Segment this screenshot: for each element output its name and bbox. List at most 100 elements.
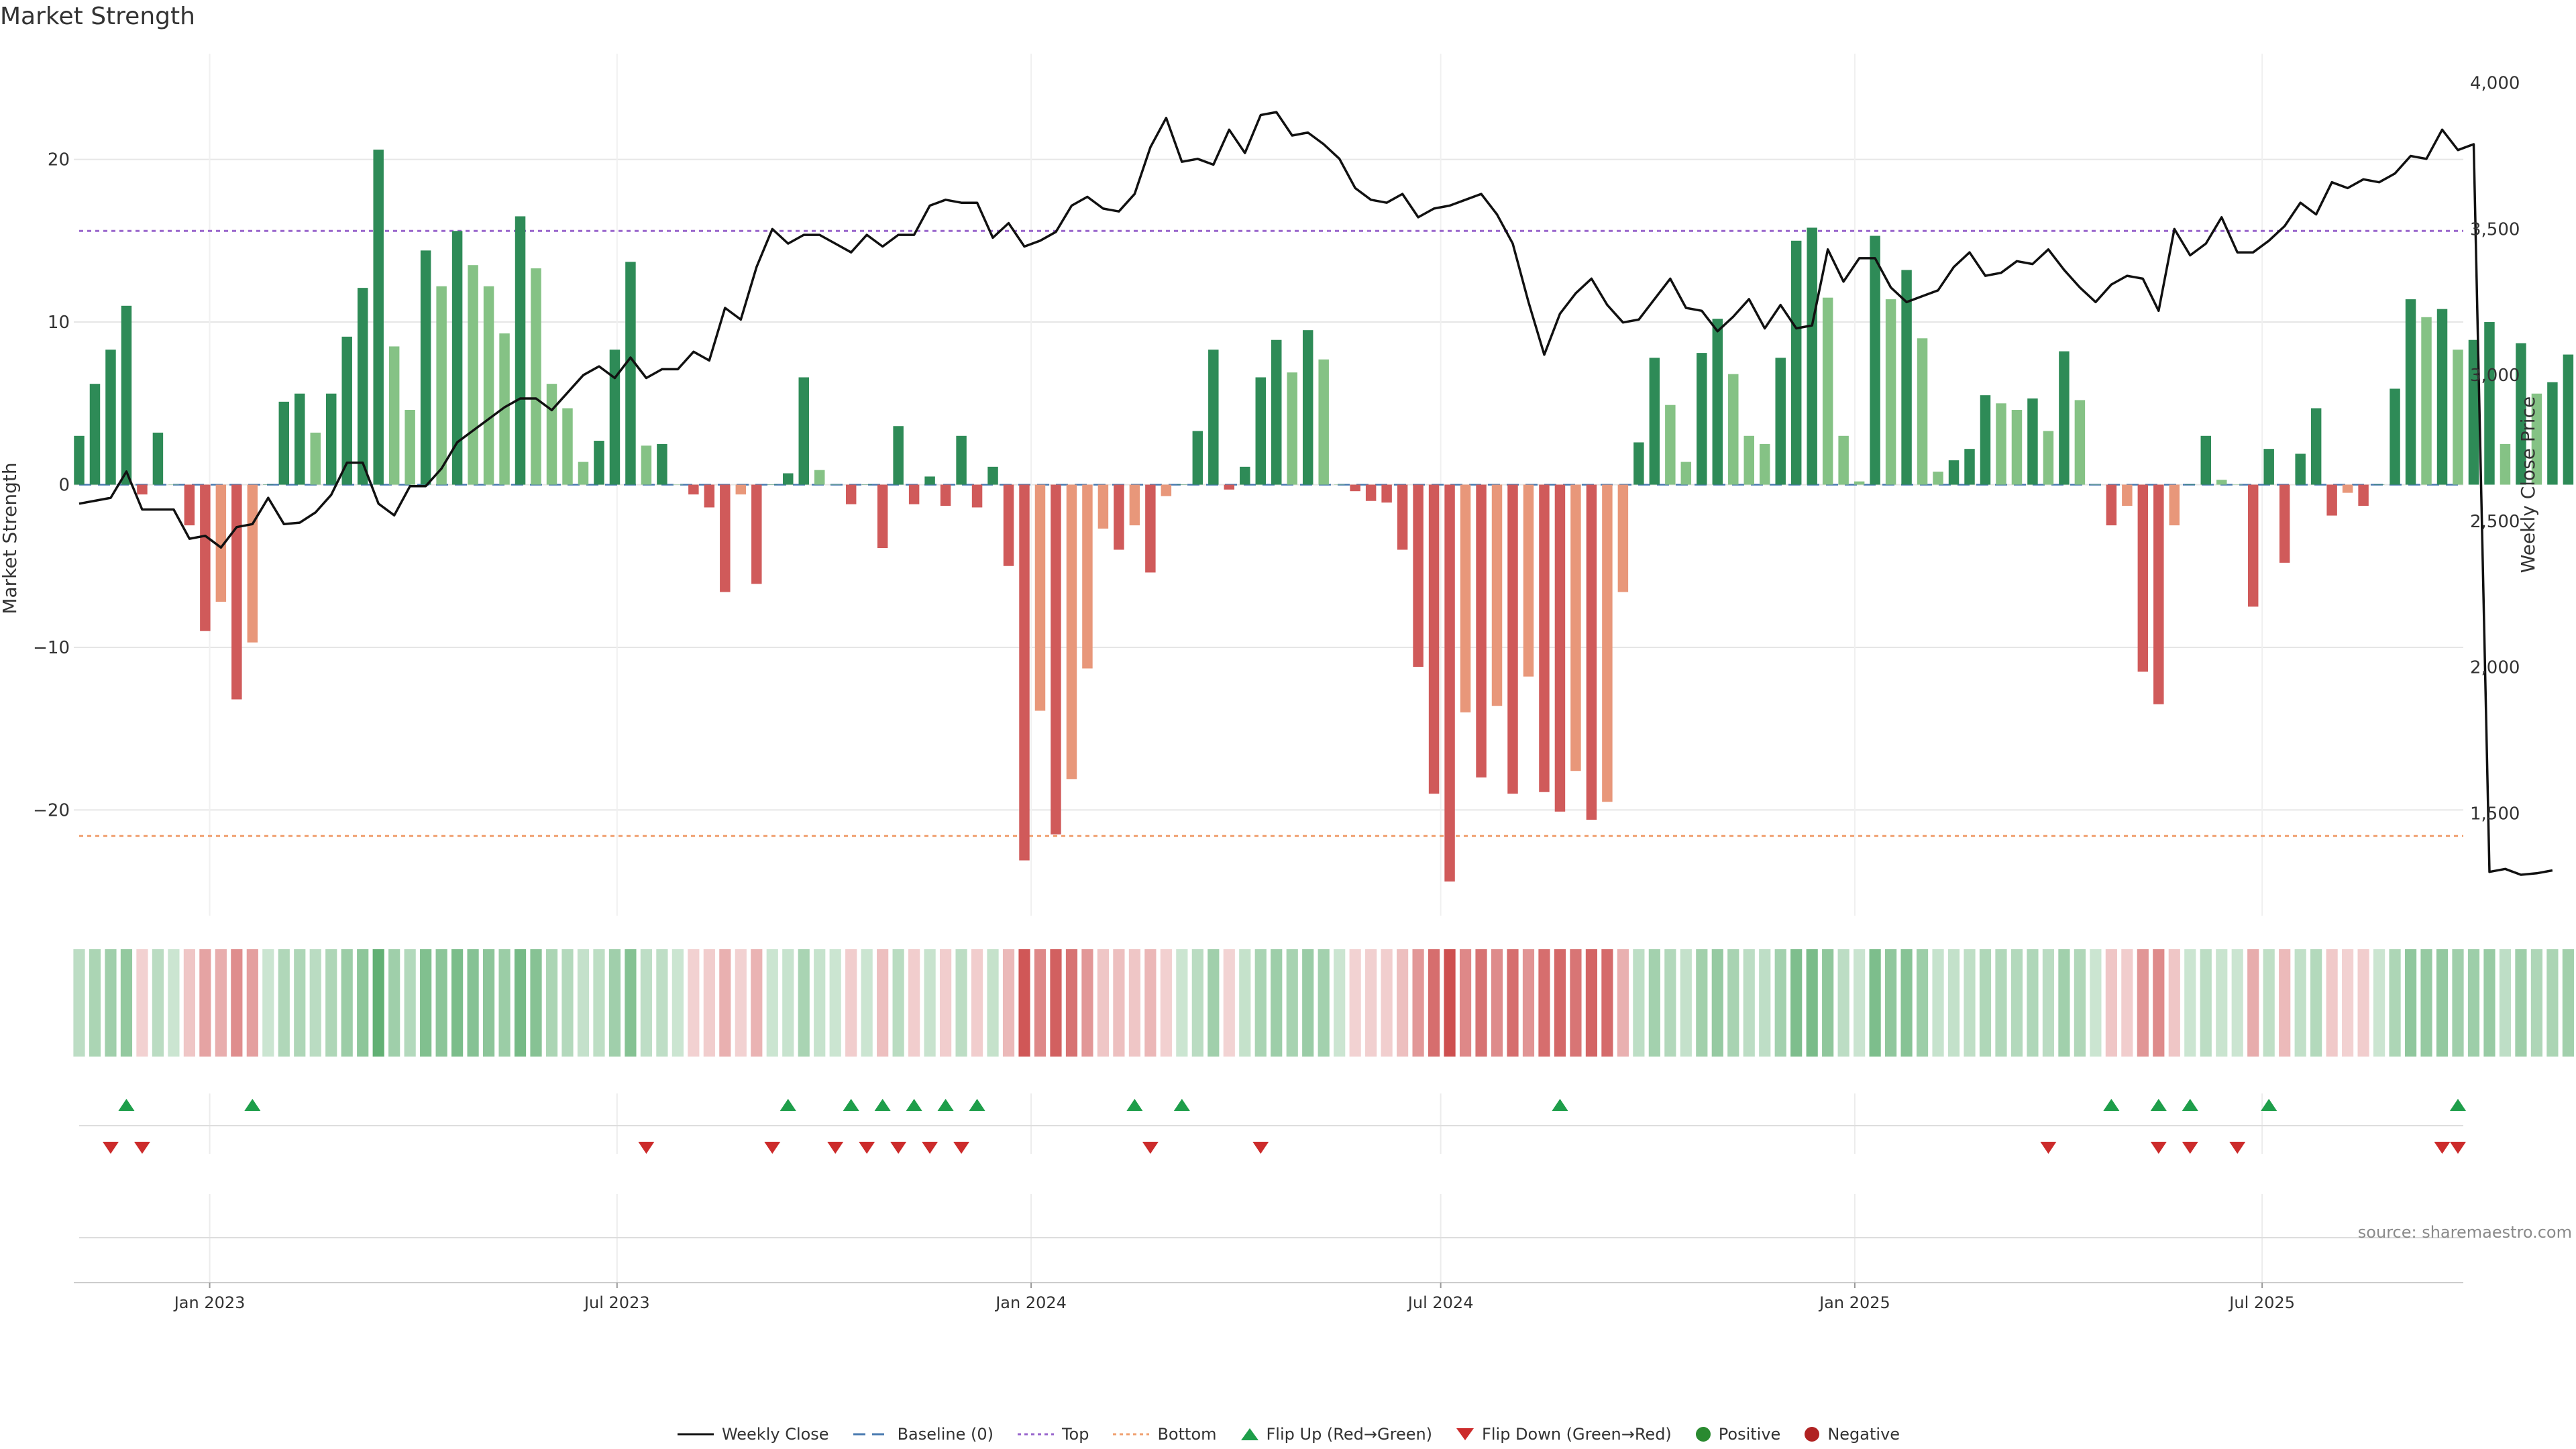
bar [2516, 343, 2526, 485]
legend-label: Positive [1718, 1425, 1781, 1444]
bar [594, 441, 604, 485]
heat-cell [388, 949, 400, 1057]
bar [1381, 484, 1392, 503]
bar [2074, 400, 2086, 485]
bar [74, 435, 85, 485]
bar [2027, 398, 2038, 485]
bar [1964, 449, 1975, 485]
heat-cell [89, 949, 101, 1057]
heat-cell [1995, 949, 2007, 1057]
bar [436, 286, 447, 485]
bar [940, 484, 951, 506]
bar [1397, 484, 1408, 550]
heat-cell [2562, 949, 2574, 1057]
strength-heat-strip [73, 949, 2574, 1057]
x-tick-label: Jul 2025 [2228, 1293, 2295, 1312]
bar [420, 250, 431, 485]
bar [1980, 395, 1991, 485]
triangle-up-icon [1240, 1428, 1258, 1440]
flip-down-marker [2229, 1142, 2246, 1154]
bar [1066, 484, 1077, 780]
heat-cell [1381, 949, 1393, 1057]
bar [2563, 354, 2574, 485]
heat-cell [1979, 949, 1992, 1057]
bar [1051, 484, 1061, 835]
bar [2342, 484, 2353, 493]
heat-cell [1884, 949, 1897, 1057]
heat-cell [814, 949, 826, 1057]
heat-cell [231, 949, 243, 1057]
legend-label: Weekly Close [721, 1425, 829, 1444]
bar [2500, 443, 2511, 485]
bar [704, 484, 715, 508]
flip-up-marker [2103, 1099, 2120, 1111]
bar [2279, 484, 2290, 563]
flip-up-marker [843, 1099, 859, 1111]
heat-cell [1633, 949, 1645, 1057]
heat-cell [798, 949, 810, 1057]
heat-cell [1223, 949, 1235, 1057]
heat-cell [1176, 949, 1188, 1057]
bar [2106, 484, 2117, 526]
heat-cell [1869, 949, 1881, 1057]
heat-cell [2216, 949, 2228, 1057]
heat-cell [183, 949, 195, 1057]
strength-bars [74, 150, 2574, 882]
bar [278, 401, 290, 485]
bar [2263, 449, 2274, 485]
bar [1161, 484, 1172, 496]
bar [1570, 484, 1581, 771]
source-note: source: sharemaestro.com [2357, 1223, 2572, 1242]
bar [1901, 270, 1912, 485]
flip-down-marker [922, 1142, 938, 1154]
flip-markers [79, 1099, 2466, 1238]
heat-cell [2247, 949, 2259, 1057]
bar [1019, 484, 1030, 861]
bar [105, 350, 116, 485]
flip-up-marker [1126, 1099, 1143, 1111]
heat-cell [688, 949, 700, 1057]
bar [1680, 462, 1692, 485]
bar [231, 484, 242, 700]
bar [845, 484, 857, 504]
flip-down-marker [638, 1142, 655, 1154]
bar [672, 484, 684, 485]
bar [515, 216, 526, 485]
bar [1491, 484, 1503, 706]
heat-cell [2499, 949, 2512, 1057]
gridlines [74, 54, 2463, 1283]
heat-cell [608, 949, 621, 1057]
legend-label: Negative [1827, 1425, 1900, 1444]
bar [1697, 353, 1707, 485]
triangle-down-icon [1456, 1428, 1474, 1440]
dotted-line-swatch-icon [1113, 1433, 1150, 1436]
bar [1413, 484, 1424, 667]
heat-cell [1349, 949, 1361, 1057]
bar [625, 262, 636, 485]
bar [121, 305, 132, 485]
heat-cell [1459, 949, 1472, 1057]
heat-cell [1444, 949, 1456, 1057]
heat-cell [1696, 949, 1708, 1057]
heat-cell [2058, 949, 2070, 1057]
heat-cell [1680, 949, 1692, 1057]
bar [1523, 484, 1534, 677]
bar [1145, 484, 1156, 573]
bar [152, 432, 164, 485]
bar [531, 268, 541, 485]
heat-cell [530, 949, 542, 1057]
heat-cell [829, 949, 841, 1057]
flip-up-marker [1552, 1099, 1568, 1111]
axes: −20 −10 0 10 20 1,500 2,000 2,500 3,000 3,500 4,00… [0, 74, 2539, 824]
heat-cell [1711, 949, 1723, 1057]
bar [908, 484, 920, 504]
heat-cell [2420, 949, 2432, 1057]
bar [1602, 484, 1613, 802]
bar [1539, 484, 1550, 792]
x-tick-label: Jan 2024 [994, 1293, 1067, 1312]
bar [609, 350, 621, 485]
flip-down-marker [2434, 1142, 2451, 1154]
y2-tick-label: 2,000 [2470, 658, 2520, 678]
heat-cell [2483, 949, 2496, 1057]
